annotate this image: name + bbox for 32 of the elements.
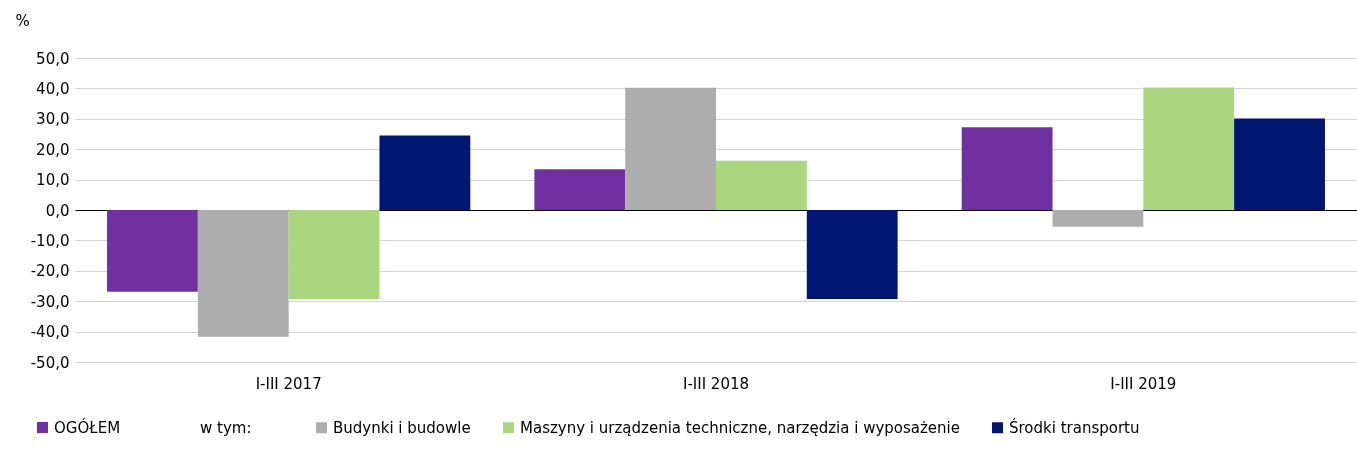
legend-label: Środki transportu bbox=[1009, 417, 1140, 437]
y-tick-label: 30,0 bbox=[36, 110, 70, 129]
y-tick-label: -50,0 bbox=[30, 353, 70, 372]
bar bbox=[288, 210, 380, 300]
bar bbox=[379, 135, 471, 210]
y-tick-label: 20,0 bbox=[36, 140, 70, 159]
x-tick-label: I-III 2018 bbox=[682, 374, 750, 393]
legend-label: OGÓŁEM bbox=[54, 417, 121, 437]
y-tick-label: 10,0 bbox=[36, 171, 70, 190]
y-tick-label: -30,0 bbox=[30, 292, 70, 311]
bar bbox=[1052, 210, 1144, 227]
bar bbox=[107, 210, 198, 292]
y-tick-label: 50,0 bbox=[36, 49, 70, 68]
x-tick-label: I-III 2017 bbox=[255, 374, 322, 393]
x-tick-label: I-III 2019 bbox=[1110, 374, 1177, 393]
legend-title: w tym: bbox=[200, 419, 252, 437]
bar bbox=[625, 87, 716, 210]
bar bbox=[806, 210, 898, 300]
y-axis-title: % bbox=[15, 11, 30, 30]
bar bbox=[1143, 87, 1235, 210]
bar bbox=[1234, 118, 1325, 210]
y-tick-label: -10,0 bbox=[30, 231, 70, 250]
y-tick-label: 40,0 bbox=[36, 79, 70, 98]
y-tick-label: -40,0 bbox=[30, 323, 70, 342]
bar bbox=[534, 169, 626, 210]
y-tick-label: -20,0 bbox=[30, 262, 70, 281]
legend-label: Maszyny i urządzenia techniczne, narzędzia i wyposażenie bbox=[520, 418, 960, 437]
y-tick-label: 0,0 bbox=[45, 201, 70, 220]
legend-label: Budynki i budowle bbox=[333, 418, 471, 437]
bar bbox=[716, 160, 807, 210]
bar bbox=[197, 210, 289, 337]
bar bbox=[961, 127, 1053, 210]
